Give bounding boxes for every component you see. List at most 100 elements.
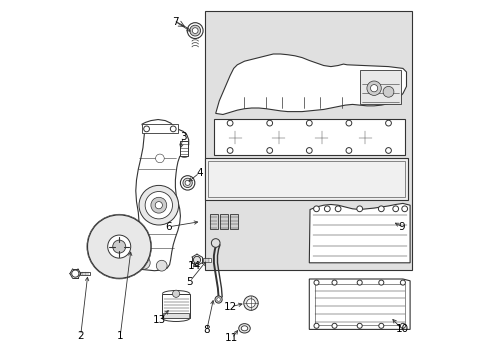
Ellipse shape	[224, 128, 247, 148]
Bar	[359, 70, 400, 104]
Circle shape	[378, 323, 383, 328]
Circle shape	[356, 323, 362, 328]
Bar	[209, 214, 218, 229]
Ellipse shape	[241, 326, 247, 331]
Text: 10: 10	[395, 324, 408, 334]
Bar	[162, 294, 189, 318]
Circle shape	[335, 206, 340, 212]
Circle shape	[192, 28, 198, 33]
Text: 8: 8	[203, 325, 209, 336]
Circle shape	[151, 197, 166, 213]
Text: 12: 12	[224, 302, 237, 312]
Circle shape	[313, 323, 318, 328]
Text: 9: 9	[398, 222, 405, 232]
Circle shape	[331, 323, 336, 328]
Circle shape	[187, 23, 203, 39]
Circle shape	[216, 298, 220, 301]
Ellipse shape	[357, 131, 372, 144]
Ellipse shape	[231, 75, 253, 98]
Ellipse shape	[273, 78, 287, 94]
Ellipse shape	[309, 128, 333, 148]
Text: 4: 4	[196, 168, 203, 178]
Circle shape	[400, 323, 405, 328]
Circle shape	[331, 280, 336, 285]
Text: 7: 7	[172, 17, 178, 27]
Ellipse shape	[345, 75, 366, 98]
Circle shape	[113, 240, 125, 253]
Circle shape	[156, 260, 167, 271]
Ellipse shape	[227, 131, 243, 144]
Circle shape	[137, 256, 150, 269]
Ellipse shape	[302, 166, 329, 193]
Circle shape	[211, 239, 220, 247]
Circle shape	[193, 256, 200, 264]
Ellipse shape	[353, 128, 376, 148]
Circle shape	[366, 81, 381, 95]
Circle shape	[306, 120, 311, 126]
Ellipse shape	[214, 166, 242, 193]
Circle shape	[185, 180, 190, 185]
Polygon shape	[309, 279, 409, 329]
Bar	[80, 272, 90, 275]
Bar	[142, 124, 178, 133]
Circle shape	[392, 206, 398, 212]
Bar	[213, 119, 404, 155]
Circle shape	[266, 148, 272, 153]
Circle shape	[183, 178, 192, 188]
Circle shape	[139, 185, 178, 225]
Text: 11: 11	[225, 333, 238, 343]
Ellipse shape	[346, 166, 373, 193]
Ellipse shape	[266, 128, 290, 148]
Ellipse shape	[314, 131, 329, 144]
Circle shape	[172, 290, 179, 297]
Bar	[230, 214, 238, 229]
Circle shape	[244, 296, 258, 310]
Circle shape	[378, 280, 383, 285]
Bar	[204, 158, 407, 200]
Circle shape	[215, 296, 222, 303]
Circle shape	[346, 120, 351, 126]
Text: 3: 3	[180, 132, 186, 142]
Circle shape	[324, 206, 329, 212]
Circle shape	[313, 280, 318, 285]
Circle shape	[170, 126, 176, 132]
Bar	[314, 284, 404, 325]
Bar	[203, 258, 210, 262]
Circle shape	[378, 206, 384, 212]
Circle shape	[385, 148, 390, 153]
Circle shape	[72, 270, 79, 277]
Text: 13: 13	[153, 315, 166, 325]
Ellipse shape	[307, 75, 328, 98]
Text: 14: 14	[188, 261, 201, 271]
Ellipse shape	[258, 166, 285, 193]
Circle shape	[107, 235, 130, 258]
Text: 6: 6	[165, 222, 172, 232]
Polygon shape	[215, 54, 406, 114]
Circle shape	[143, 126, 149, 132]
Circle shape	[246, 299, 255, 307]
Polygon shape	[309, 203, 409, 263]
Ellipse shape	[310, 78, 325, 94]
Circle shape	[145, 192, 172, 219]
Circle shape	[346, 148, 351, 153]
Bar	[180, 141, 188, 156]
Ellipse shape	[270, 131, 285, 144]
Ellipse shape	[238, 324, 250, 333]
Circle shape	[356, 280, 362, 285]
Circle shape	[155, 154, 164, 163]
Ellipse shape	[348, 78, 363, 94]
Bar	[207, 161, 405, 197]
Circle shape	[189, 25, 200, 36]
Circle shape	[266, 120, 272, 126]
Circle shape	[155, 202, 162, 209]
Circle shape	[401, 206, 407, 212]
Circle shape	[313, 206, 319, 212]
Text: 5: 5	[186, 276, 193, 287]
Circle shape	[356, 206, 362, 212]
Bar	[204, 11, 411, 270]
Circle shape	[180, 176, 194, 190]
Ellipse shape	[269, 75, 291, 98]
Circle shape	[382, 86, 393, 97]
Circle shape	[385, 120, 390, 126]
Text: 2: 2	[77, 330, 84, 341]
